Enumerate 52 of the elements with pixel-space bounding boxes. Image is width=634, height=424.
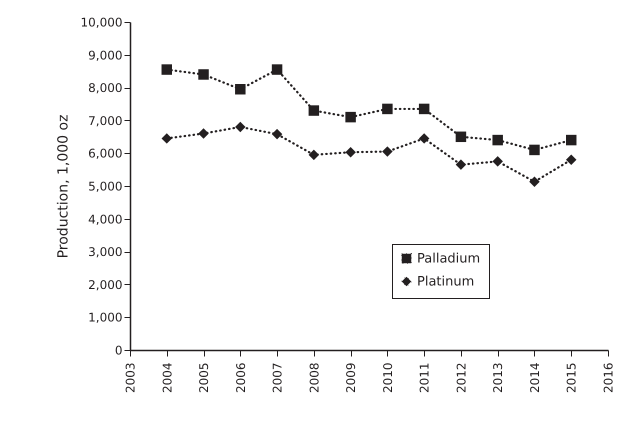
y-tick-label: 7,000 [88,114,122,128]
x-tick-label: 2015 [564,362,579,394]
x-tick-label: 2009 [344,362,358,394]
point [345,112,356,122]
point [308,150,320,160]
point [492,134,503,146]
point [566,154,576,166]
y-tick-label: 10,000 [80,16,122,30]
x-tick-label: 2016 [602,362,616,394]
point [272,128,282,140]
x-tick-label: 2006 [234,362,248,394]
x-tick-label: 2014 [528,362,542,394]
x-tick-label: 2013 [491,362,506,394]
point [529,176,540,187]
y-tick-label: 4,000 [88,212,122,226]
y-tick-label: 8,000 [88,81,122,96]
point [235,122,246,132]
point [382,146,393,157]
x-tick-label: 2003 [124,362,138,394]
point [198,128,209,139]
x-tick-label: 2010 [380,362,395,394]
y-tick-label: 1,000 [88,310,122,325]
x-tick-label: 2008 [307,362,322,394]
x-tick-label: 2005 [197,362,212,394]
y-tick-label: 6,000 [88,146,122,161]
point [529,144,540,156]
point [272,64,282,75]
y-tick-label: 5,000 [88,180,122,194]
y-tick-label: 0 [114,344,122,358]
y-tick-label: 9,000 [88,48,122,62]
legend-label: Palladium [417,252,480,266]
x-tick-label: 2004 [160,362,174,394]
point [566,134,576,146]
x-tick-label: 2011 [418,362,432,394]
y-tick-label: 2,000 [88,278,122,292]
point [456,159,466,170]
point [418,133,430,144]
point [162,64,172,75]
y-axis-title: Production, 1,000 oz [56,114,72,258]
point [418,104,430,114]
point [308,105,320,116]
point [382,104,393,114]
point [492,156,503,167]
point [162,133,172,144]
legend-label: Platinum [417,274,474,290]
x-tick-label: 2012 [454,362,468,394]
x-tick-label: 2007 [270,362,285,394]
point [345,146,356,158]
y-tick-label: 3,000 [88,245,122,260]
point [235,84,246,94]
point [198,69,209,80]
point [456,132,466,142]
